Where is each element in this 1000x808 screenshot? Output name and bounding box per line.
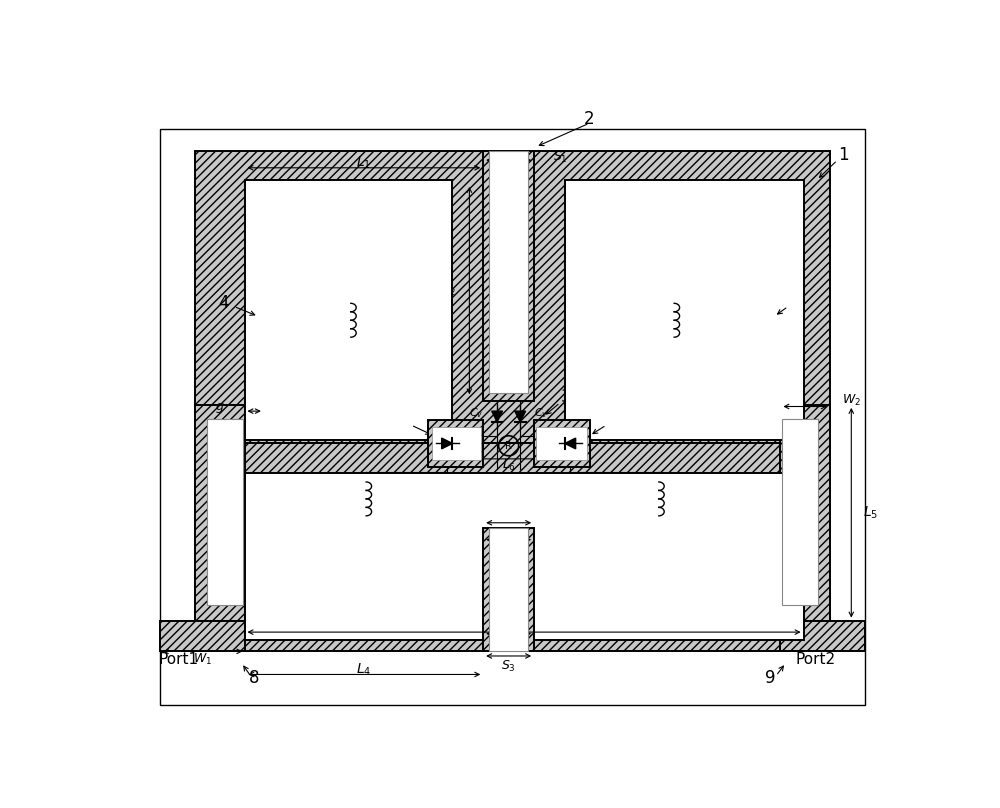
Text: $L_2$: $L_2$ — [443, 283, 456, 298]
Bar — [432, 427, 481, 461]
Text: $W_4$: $W_4$ — [551, 624, 570, 639]
Text: $L_5$: $L_5$ — [863, 504, 878, 521]
Text: $S_2$: $S_2$ — [551, 511, 566, 527]
Text: Bias1: Bias1 — [661, 267, 703, 281]
Text: 7: 7 — [607, 411, 618, 429]
Text: 4: 4 — [218, 294, 229, 313]
Bar — [534, 436, 565, 451]
Text: $C_v$: $C_v$ — [534, 406, 549, 419]
Text: $W_2$: $W_2$ — [842, 393, 861, 408]
Text: $L_1$: $L_1$ — [356, 155, 371, 171]
Text: Bias2: Bias2 — [345, 552, 387, 566]
Text: 1: 1 — [838, 145, 849, 164]
Bar — [195, 151, 830, 444]
Polygon shape — [442, 438, 452, 449]
Text: $L_{choke}$: $L_{choke}$ — [688, 313, 723, 328]
Bar — [489, 528, 528, 651]
Text: g: g — [216, 400, 224, 413]
Bar — [483, 151, 534, 401]
Bar — [780, 621, 865, 651]
Bar — [245, 180, 452, 440]
Polygon shape — [565, 438, 576, 449]
Text: Bias2: Bias2 — [646, 552, 687, 566]
Bar — [245, 473, 804, 640]
Text: 8: 8 — [249, 669, 260, 688]
Text: $L_{choke}$: $L_{choke}$ — [380, 491, 415, 507]
Text: $L_6$: $L_6$ — [502, 457, 516, 473]
Text: $L_{choke}$: $L_{choke}$ — [308, 313, 343, 328]
Text: $L_4$: $L_4$ — [356, 662, 372, 678]
Text: $C_v$: $C_v$ — [567, 419, 581, 433]
Text: $L_{choke}$: $L_{choke}$ — [610, 491, 645, 507]
Bar — [195, 444, 830, 651]
Bar — [534, 420, 590, 466]
Bar — [160, 621, 245, 651]
Bar — [780, 405, 830, 621]
Bar — [454, 439, 482, 448]
Text: $S_1$: $S_1$ — [553, 149, 568, 165]
Bar — [428, 420, 483, 466]
Text: 2: 2 — [584, 110, 595, 128]
Text: 6: 6 — [398, 411, 408, 429]
Text: $S_3$: $S_3$ — [501, 659, 516, 675]
Polygon shape — [492, 411, 502, 422]
Bar — [536, 427, 587, 461]
Text: $C_v$: $C_v$ — [469, 406, 483, 419]
Polygon shape — [515, 411, 526, 422]
Text: R: R — [505, 441, 512, 451]
Text: Port2: Port2 — [796, 651, 836, 667]
Text: $W_1$: $W_1$ — [193, 651, 213, 667]
Bar — [565, 180, 804, 440]
Text: 3: 3 — [561, 389, 572, 406]
Text: $L_3$: $L_3$ — [516, 618, 532, 635]
Bar — [536, 439, 563, 448]
Text: $W_3$: $W_3$ — [551, 530, 570, 545]
Bar — [195, 405, 245, 621]
Text: Port1: Port1 — [158, 651, 198, 667]
Bar — [489, 151, 528, 393]
Bar — [452, 436, 483, 451]
Text: 5: 5 — [792, 294, 803, 313]
Bar — [782, 419, 818, 605]
Text: Bias1: Bias1 — [330, 267, 372, 281]
Text: $C_v$: $C_v$ — [436, 419, 450, 433]
Bar — [207, 419, 243, 605]
Bar — [483, 528, 534, 651]
Text: 9: 9 — [765, 669, 776, 688]
